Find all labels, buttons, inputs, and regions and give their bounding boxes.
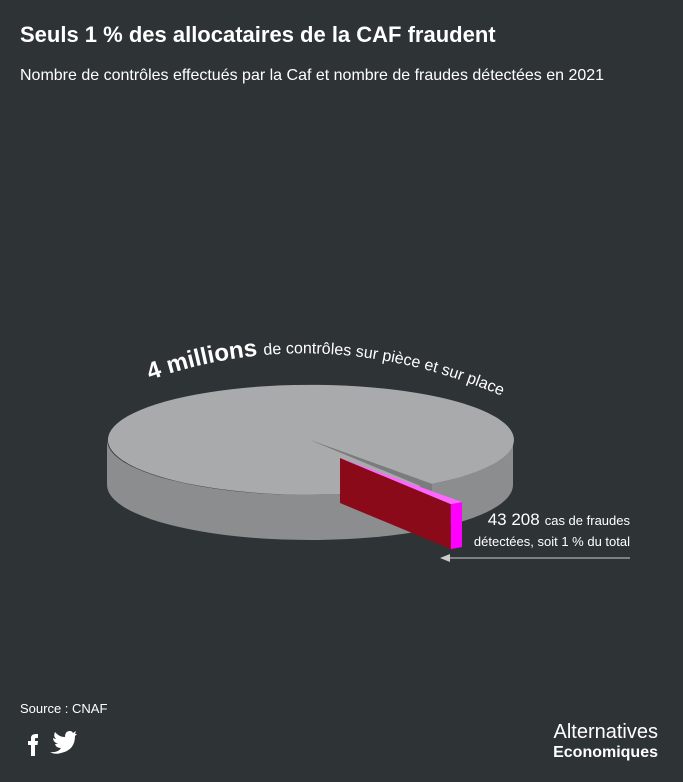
annotation: détectées, soit 1 % du total bbox=[474, 534, 630, 549]
twitter-icon[interactable] bbox=[50, 731, 77, 754]
facebook-icon[interactable] bbox=[28, 734, 38, 756]
fraud-label: 43 208 cas de fraudes bbox=[488, 510, 631, 529]
fraud-slice-text: cas de fraudes bbox=[545, 513, 631, 528]
fraud-slice bbox=[340, 458, 462, 505]
chart-title: Seuls 1 % des allocataires de la CAF fra… bbox=[20, 22, 496, 47]
pie-slice bbox=[107, 384, 514, 495]
fraud-value-label: 43 208 bbox=[488, 510, 540, 529]
pie-side bbox=[106, 440, 421, 541]
fraud-cut-face bbox=[340, 458, 451, 550]
chart-subtitle: Nombre de contrôles effectués par la Caf… bbox=[20, 67, 604, 84]
brand-line-1: Alternatives bbox=[554, 721, 659, 743]
brand-line-2: Economiques bbox=[553, 744, 658, 761]
source: Source : CNAF bbox=[20, 701, 107, 716]
fraud-side bbox=[450, 502, 462, 550]
arrow-head bbox=[440, 554, 450, 562]
pie bbox=[106, 384, 514, 550]
